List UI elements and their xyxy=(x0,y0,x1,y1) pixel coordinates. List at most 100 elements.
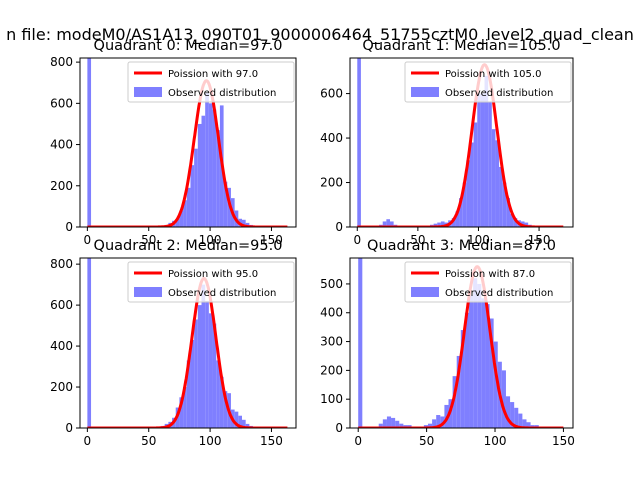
histogram-bar xyxy=(216,130,220,227)
histogram-bar xyxy=(499,166,503,227)
subplot-quadrant-2: 0 50 100 150 0 200 400 600 800 Quadrant 2: Median… xyxy=(50,238,297,448)
histogram-bar xyxy=(208,103,213,227)
observed-bars xyxy=(357,58,532,227)
histogram-bar xyxy=(378,423,383,428)
histogram-bar xyxy=(223,391,228,428)
histogram-bar xyxy=(451,218,456,227)
x-tick-label: 50 xyxy=(141,233,156,247)
legend-label-observed: Observed distribution xyxy=(445,288,553,299)
histogram-bar xyxy=(432,419,437,428)
legend: Poission with 87.0 Observed distribution xyxy=(404,261,572,303)
y-tick-label: 200 xyxy=(320,176,343,190)
histogram-bar xyxy=(201,284,206,428)
legend: Poission with 105.0 Observed distribution xyxy=(404,61,572,103)
histogram-bar xyxy=(455,211,460,227)
histogram-bar xyxy=(223,181,228,227)
histogram-bar xyxy=(197,305,202,428)
histogram-bar xyxy=(522,419,527,428)
histogram-bar xyxy=(175,218,180,227)
legend-label-observed: Observed distribution xyxy=(168,288,276,299)
histogram-bar xyxy=(190,165,195,227)
subplot-title: Quadrant 2: Median=95.0 xyxy=(94,238,283,254)
histogram-bar xyxy=(186,360,191,428)
histogram-bar xyxy=(219,376,224,428)
subplot-quadrant-0: 0 50 100 150 0 200 400 600 800 Quadrant 0: Median… xyxy=(50,38,297,247)
poisson-line xyxy=(357,265,565,428)
x-tick-label: 150 xyxy=(260,233,283,247)
histogram-bar xyxy=(382,419,387,428)
y-tick-label: 800 xyxy=(50,55,73,69)
legend-label-poisson: Poission with 105.0 xyxy=(445,69,541,80)
histogram-bar xyxy=(466,160,470,227)
histogram-bar xyxy=(194,148,198,227)
x-tick-label: 50 xyxy=(419,434,434,448)
subplot-quadrant-3: 0 50 100 150 0 100 200 300 400 500 Quadrant 3: Med… xyxy=(320,238,575,448)
legend-box xyxy=(127,261,295,303)
histogram-bar xyxy=(509,213,514,227)
histogram-bar xyxy=(462,182,467,227)
legend-bar-swatch xyxy=(411,87,439,97)
x-tick-label: 0 xyxy=(84,434,92,448)
histogram-bar xyxy=(245,423,250,428)
histogram-bar xyxy=(87,258,92,428)
legend-box xyxy=(404,61,572,103)
y-tick-label: 0 xyxy=(335,220,343,234)
y-tick-label: 200 xyxy=(50,380,73,394)
histogram-bar xyxy=(464,312,470,428)
histogram-bar xyxy=(460,330,465,428)
legend-label-observed: Observed distribution xyxy=(445,88,553,99)
x-tick-label: 0 xyxy=(354,434,362,448)
x-tick-label: 0 xyxy=(84,233,92,247)
y-tick-label: 0 xyxy=(65,421,73,435)
histogram-bar xyxy=(493,341,498,428)
histogram-bar xyxy=(205,301,209,428)
histogram-bar xyxy=(480,93,485,227)
histogram-bar xyxy=(399,423,404,428)
histogram-bar xyxy=(495,140,500,227)
histogram-bar xyxy=(389,221,394,227)
histogram-bar xyxy=(386,416,392,428)
histogram-bar xyxy=(488,102,492,227)
x-tick-label: 100 xyxy=(467,233,490,247)
legend-bar-swatch xyxy=(134,287,162,297)
y-tick-label: 100 xyxy=(320,392,343,406)
histogram-bar xyxy=(391,417,396,428)
histogram-bar xyxy=(436,415,441,428)
x-tick-label: 150 xyxy=(528,233,551,247)
x-tick-label: 50 xyxy=(141,434,156,448)
histogram-bar xyxy=(452,376,457,428)
y-tick-label: 600 xyxy=(50,96,73,110)
histogram-bar xyxy=(513,218,518,227)
histogram-bar xyxy=(473,122,478,227)
histogram-bar xyxy=(212,323,217,428)
histogram-bar xyxy=(358,258,363,428)
y-tick-label: 600 xyxy=(50,298,73,312)
histogram-bar xyxy=(518,413,523,428)
histogram-bar xyxy=(469,142,474,227)
histogram-bar xyxy=(186,187,191,227)
histogram-bar xyxy=(190,339,195,428)
histogram-bar xyxy=(87,58,92,227)
histogram-bar xyxy=(208,313,213,428)
legend: Poission with 95.0 Observed distribution xyxy=(127,261,295,303)
histogram-bar xyxy=(526,422,531,428)
legend-box xyxy=(404,261,572,303)
histogram-bar xyxy=(205,93,209,227)
histogram-bar xyxy=(505,396,511,428)
subplot-title: Quadrant 0: Median=97.0 xyxy=(94,38,283,54)
observed-bars xyxy=(87,58,254,227)
histogram-bar xyxy=(194,319,198,428)
x-tick-label: 100 xyxy=(199,233,222,247)
histogram-bar xyxy=(437,222,441,227)
histogram-bar xyxy=(238,415,242,428)
histogram-bar xyxy=(485,304,490,428)
axes-frame xyxy=(349,257,574,429)
legend-bar-swatch xyxy=(411,287,439,297)
x-tick-label: 150 xyxy=(552,434,575,448)
histogram-bar xyxy=(456,355,461,428)
histogram-bar xyxy=(491,129,496,227)
histogram-bar xyxy=(179,397,184,428)
histogram-bar xyxy=(433,223,438,227)
legend-label-poisson: Poission with 87.0 xyxy=(445,269,535,280)
